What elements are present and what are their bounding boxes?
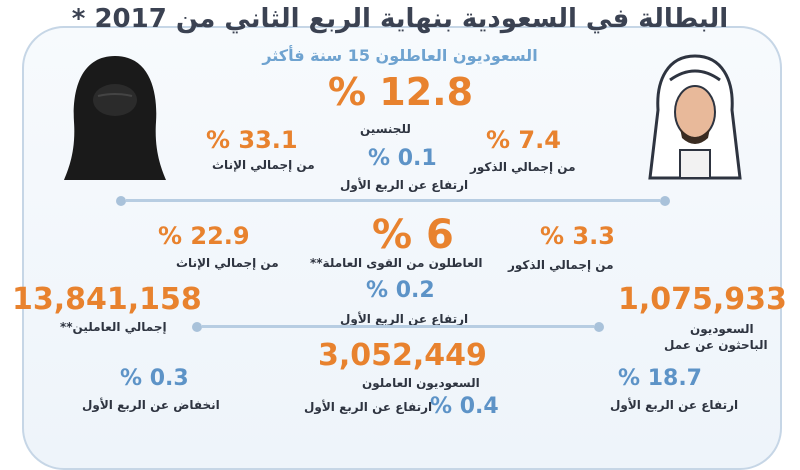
- row4-mid-label: ارتفاع عن الربع الأول: [304, 400, 433, 414]
- total-workers-label: إجمالي العاملين**: [60, 320, 167, 334]
- row1-male-value: % 7.4: [486, 126, 561, 154]
- row4-left-value: % 0.3: [120, 366, 189, 391]
- row4-right-value: % 18.7: [618, 366, 702, 391]
- divider-dot-left-1: [116, 196, 126, 206]
- row1-main-value: % 12.8: [328, 70, 474, 114]
- row2-change-label: ارتفاع عن الربع الأول: [340, 312, 469, 326]
- row4-mid-value: % 0.4: [430, 394, 499, 419]
- row1-female-value: % 33.1: [206, 126, 298, 154]
- row2-female-value: % 22.9: [158, 222, 250, 250]
- row2-male-label: من إجمالي الذكور: [508, 258, 614, 272]
- row1-main-label: للجنسين: [360, 122, 411, 136]
- divider-dot-left-2: [192, 322, 202, 332]
- row4-left-label: انخفاض عن الربع الأول: [82, 398, 220, 412]
- subtitle: السعوديون العاطلون 15 سنة فأكثر: [262, 46, 538, 65]
- divider-dot-right-1: [660, 196, 670, 206]
- woman-niqab-icon: [60, 52, 170, 182]
- row2-female-label: من إجمالي الإناث: [176, 256, 279, 270]
- row2-male-value: % 3.3: [540, 222, 615, 250]
- saudi-workers-value: 3,052,449: [318, 338, 487, 373]
- row4-right-label: ارتفاع عن الربع الأول: [610, 398, 739, 412]
- page-title: البطالة في السعودية بنهاية الربع الثاني …: [71, 4, 729, 34]
- row1-change-label: ارتفاع عن الربع الأول: [340, 178, 469, 192]
- job-seekers-label-1: السعوديون: [690, 322, 754, 336]
- job-seekers-label-2: الباحثون عن عمل: [664, 338, 768, 352]
- man-ghutra-icon: [640, 50, 750, 180]
- row2-change-value: % 0.2: [366, 278, 435, 303]
- row1-female-label: من إجمالي الإناث: [212, 158, 315, 172]
- job-seekers-value: 1,075,933: [618, 282, 787, 317]
- row2-main-value: % 6: [372, 212, 454, 258]
- saudi-workers-label: السعوديون العاملون: [362, 376, 480, 390]
- divider-dot-right-2: [594, 322, 604, 332]
- row2-main-label: العاطلون من القوى العاملة**: [310, 256, 483, 270]
- row1-male-label: من إجمالي الذكور: [470, 160, 576, 174]
- divider-line-2: [202, 325, 594, 328]
- divider-line-1: [126, 199, 660, 202]
- total-workers-value: 13,841,158: [12, 282, 202, 317]
- row1-change-value: % 0.1: [368, 146, 437, 171]
